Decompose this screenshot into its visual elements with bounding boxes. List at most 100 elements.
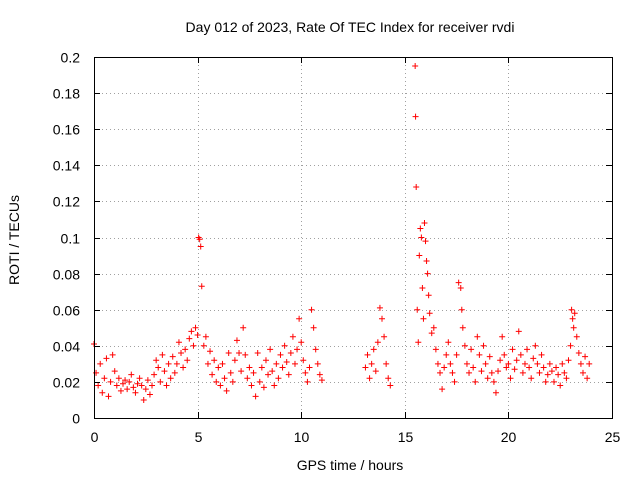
data-point [151,371,158,378]
axis-ticks [94,57,613,419]
data-point [497,357,504,364]
data-point [381,333,388,340]
data-point [122,377,129,384]
data-point [138,382,145,389]
data-point [120,380,127,387]
data-point [126,378,133,385]
data-point [308,306,315,313]
data-point [196,236,203,243]
data-point [478,368,485,375]
data-point [492,389,499,396]
data-point [468,346,475,353]
data-point [165,360,172,367]
data-point [546,360,553,367]
data-point [184,357,191,364]
data-point [128,371,135,378]
data-point [383,360,390,367]
data-point [379,315,386,322]
data-point [136,375,143,382]
x-tick-labels: 0 5 10 15 20 25 [91,429,621,445]
data-point [568,306,575,313]
y-tick-label: 0.14 [53,158,80,174]
data-point [424,270,431,277]
data-point [451,378,458,385]
data-point [213,378,220,385]
data-point [273,360,280,367]
y-tick-label: 0.02 [53,375,80,391]
data-point [260,384,267,391]
data-point [569,315,576,322]
data-point [99,389,106,396]
data-point [316,371,323,378]
data-point [233,337,240,344]
data-point [443,351,450,358]
data-point [370,346,377,353]
data-point [368,360,375,367]
data-point [277,351,284,358]
x-tick-label: 0 [91,429,99,445]
data-point [495,368,502,375]
data-point [528,375,535,382]
data-point [182,346,189,353]
x-tick-label: 25 [605,429,621,445]
data-point [254,350,261,357]
x-tick-label: 15 [398,429,414,445]
data-point [124,386,131,393]
data-point [519,369,526,376]
data-point [298,339,305,346]
data-point [178,350,185,357]
data-point [432,346,439,353]
data-point [423,257,430,264]
data-point [548,368,555,375]
data-point [163,382,170,389]
data-point [561,369,568,376]
data-point [413,183,420,190]
data-point [544,371,551,378]
data-point [207,348,214,355]
data-point [111,368,118,375]
data-point [418,234,425,241]
data-point [202,333,209,340]
data-point [476,351,483,358]
data-point [579,369,586,376]
y-tick-label: 0.1 [61,231,81,247]
data-point [374,339,381,346]
data-point [236,350,243,357]
data-point [217,382,224,389]
data-point [144,377,151,384]
data-point [252,393,259,400]
data-point [421,220,428,227]
data-point [291,360,298,367]
data-point [296,315,303,322]
data-point [488,369,495,376]
data-point [376,304,383,311]
data-point [586,360,593,367]
data-points [91,63,593,403]
data-point [115,375,122,382]
data-point [180,364,187,371]
data-point [287,350,294,357]
data-point [457,285,464,292]
data-point [200,342,207,349]
data-point [209,371,216,378]
data-point [426,310,433,317]
x-tick-label: 20 [501,429,517,445]
data-point [198,283,205,290]
data-point [267,346,274,353]
data-point [130,384,137,391]
data-point [480,342,487,349]
data-point [107,378,114,385]
data-point [575,350,582,357]
data-point [505,360,512,367]
data-point [445,339,452,346]
data-point [225,350,232,357]
data-point [490,378,497,385]
data-point [534,360,541,367]
data-point [559,360,566,367]
data-point [412,113,419,120]
x-axis-label: GPS time / hours [297,457,404,473]
data-point [414,306,421,313]
data-point [95,382,102,389]
data-point [300,357,307,364]
